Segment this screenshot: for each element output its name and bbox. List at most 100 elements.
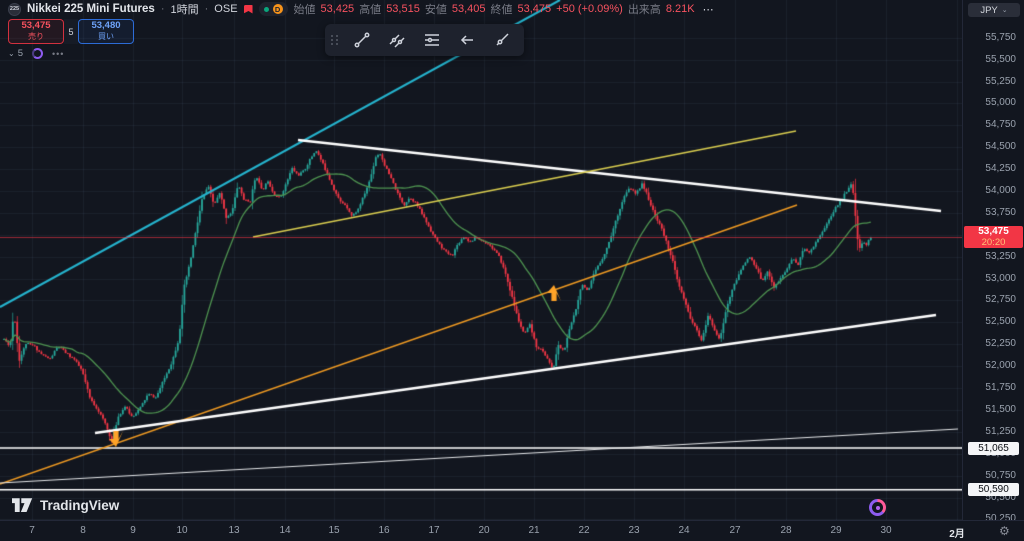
time-label: 16	[378, 525, 390, 536]
buy-price: 53,480	[91, 20, 121, 32]
collapse-button[interactable]: ⌄ 5	[8, 48, 23, 59]
time-label: 29	[830, 525, 842, 536]
price-tick: 50,250	[985, 513, 1016, 525]
arrow-icon	[460, 35, 473, 45]
trend-line-icon	[354, 32, 369, 48]
buy-button[interactable]: 53,480 買い	[78, 19, 134, 44]
price-tick: 51,500	[985, 403, 1016, 415]
symbol-logo: 225	[8, 2, 21, 16]
time-label: 13	[228, 525, 240, 536]
price-tick: 55,750	[985, 31, 1016, 43]
change-value: +50 (+0.09%)	[556, 3, 623, 15]
high-label: 高値	[359, 4, 382, 16]
time-label: 2月	[949, 529, 965, 540]
ohlc-readout: 始値 53,425 高値 53,515 安値 53,405 終値 53,475 +50 …	[294, 1, 695, 17]
time-label: 22	[578, 525, 590, 536]
tradingview-watermark: TradingView	[12, 497, 119, 514]
open-value: 53,425	[320, 3, 355, 15]
time-label: 9	[130, 525, 136, 536]
parallel-channel-tool[interactable]	[380, 27, 413, 53]
level-price-label: 51,065	[968, 441, 1019, 455]
currency-button[interactable]: JPY ⌄	[968, 3, 1020, 17]
price-tick: 52,500	[985, 316, 1016, 328]
price-chart-canvas[interactable]	[0, 0, 962, 520]
horizontal-lines-tool[interactable]	[415, 27, 448, 53]
currency-label: JPY	[980, 4, 998, 16]
watermark-text: TradingView	[40, 498, 120, 513]
low-value: 53,405	[451, 3, 486, 15]
time-label: 20	[478, 525, 490, 536]
time-label: 14	[279, 525, 291, 536]
low-label: 安値	[424, 4, 447, 16]
price-tick: 55,250	[985, 75, 1016, 87]
time-label: 7	[29, 525, 35, 536]
volume-value: 8.21K	[665, 3, 695, 15]
price-tick: 51,250	[985, 425, 1016, 437]
close-value: 53,475	[517, 3, 552, 15]
axis-settings-gear-icon[interactable]: ⚙	[999, 524, 1010, 538]
drag-handle-icon[interactable]	[331, 35, 339, 45]
target-icon[interactable]	[869, 499, 886, 516]
buy-label: 買い	[98, 32, 114, 42]
data-feed-pill[interactable]: D	[258, 2, 288, 16]
volume-label: 出来高	[627, 4, 661, 16]
price-axis[interactable]: JPY ⌄ 50,25050,50050,75051,00051,25051,5…	[962, 0, 1024, 524]
interval-button[interactable]: 1時間	[170, 4, 199, 16]
level-price-label: 50,590	[968, 483, 1019, 497]
price-tick: 54,500	[985, 141, 1016, 153]
parallel-channel-icon	[388, 34, 405, 48]
time-label: 27	[729, 525, 741, 536]
trade-subrow: ⌄ 5 •••	[8, 47, 64, 60]
price-tick: 51,750	[985, 382, 1016, 394]
price-tick: 53,750	[985, 206, 1016, 218]
price-tick: 54,000	[985, 185, 1016, 197]
trend-line-tool[interactable]	[345, 27, 378, 53]
chevron-down-icon: ⌄	[8, 49, 15, 58]
market-status-icon	[243, 4, 253, 14]
symbol-title[interactable]: Nikkei 225 Mini Futures	[27, 3, 155, 15]
time-label: 17	[428, 525, 440, 536]
drawing-toolbar	[325, 24, 524, 56]
delayed-data-icon: D	[272, 4, 283, 14]
last-price-label: 53,475 20:20	[964, 226, 1023, 249]
ray-tool[interactable]	[485, 27, 518, 53]
time-label: 28	[780, 525, 792, 536]
arrow-tool[interactable]	[450, 27, 483, 53]
header-more-button[interactable]: ⋯	[702, 3, 715, 16]
time-label: 30	[880, 525, 892, 536]
separator: ·	[204, 3, 209, 15]
price-tick: 55,000	[985, 97, 1016, 109]
sell-price: 53,475	[21, 20, 51, 32]
time-label: 10	[176, 525, 188, 536]
price-tick: 52,750	[985, 294, 1016, 306]
price-tick: 54,750	[985, 119, 1016, 131]
time-label: 23	[628, 525, 640, 536]
exchange-label: OSE	[214, 3, 238, 15]
chart-header: 225 Nikkei 225 Mini Futures · 1時間 · OSE …	[8, 2, 715, 16]
high-value: 53,515	[386, 3, 420, 15]
more-dots-button[interactable]: •••	[52, 48, 65, 59]
price-tick: 53,000	[985, 272, 1016, 284]
time-label: 15	[328, 525, 340, 536]
price-tick: 50,750	[985, 469, 1016, 481]
trade-panel: 53,475 売り 5 53,480 買い	[8, 19, 134, 44]
time-label: 24	[678, 525, 690, 536]
price-tick: 55,500	[985, 53, 1016, 65]
price-tick: 53,250	[985, 250, 1016, 262]
horizontal-lines-icon	[424, 34, 439, 46]
bar-countdown: 20:20	[981, 236, 1006, 248]
time-label: 21	[528, 525, 540, 536]
refresh-icon[interactable]	[32, 48, 43, 59]
time-axis[interactable]: 7 8 9 10 13 14 15 16 17 20 21 22 23 24 27 28 29 30 2月	[0, 520, 1024, 541]
chevron-down-icon: ⌄	[1001, 7, 1008, 14]
price-tick: 52,000	[985, 360, 1016, 372]
price-tick: 50,500	[985, 491, 1016, 503]
price-tick: 54,250	[985, 163, 1016, 175]
sell-button[interactable]: 53,475 売り	[8, 19, 64, 44]
price-tick: 52,250	[985, 338, 1016, 350]
separator: ·	[160, 3, 165, 15]
close-label: 終値	[490, 4, 513, 16]
connection-dot-icon	[263, 6, 269, 12]
spread-value: 5	[64, 19, 78, 44]
